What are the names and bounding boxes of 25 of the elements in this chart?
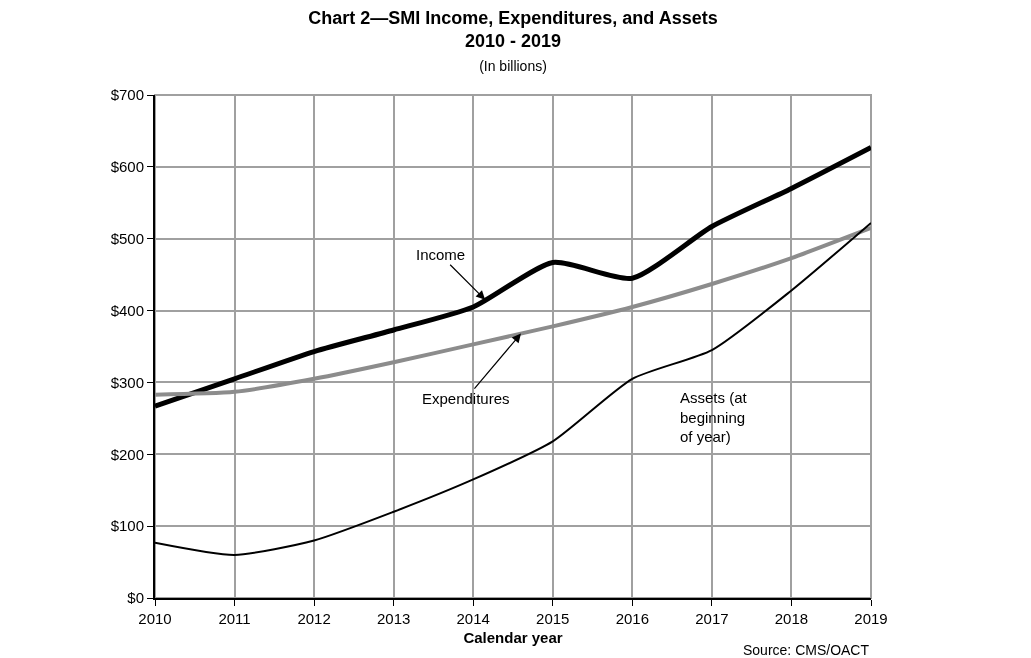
x-tick-label: 2011	[218, 610, 251, 627]
x-tick-label: 2015	[536, 610, 570, 627]
x-tick-label: 2018	[774, 610, 809, 627]
x-tick-label: 2017	[695, 610, 729, 627]
annotation: Income	[416, 246, 466, 263]
y-tick-label: $300	[110, 373, 144, 391]
x-tick-label: 2016	[615, 610, 650, 627]
y-tick-label: $0	[127, 589, 144, 607]
y-tick-label: $100	[110, 517, 144, 535]
y-tick-label: $400	[110, 301, 144, 319]
x-axis-title: Calendar year	[463, 628, 563, 646]
y-tick-label: $600	[110, 158, 144, 176]
x-tick-label: 2010	[138, 610, 172, 627]
x-tick-label: 2019	[854, 610, 888, 627]
chart-subtitle: (In billions)	[479, 57, 547, 74]
source-note: Source: CMS/OACT	[743, 642, 870, 658]
annotation: Assets (at beginning of year)	[680, 389, 748, 445]
y-tick-label: $700	[110, 86, 144, 104]
y-tick-label: $500	[110, 229, 144, 247]
x-tick-label: 2014	[456, 610, 490, 627]
annotation: Expenditures	[422, 390, 510, 407]
x-tick-label: 2012	[297, 610, 331, 627]
x-tick-label: 2013	[376, 610, 411, 627]
y-tick-label: $200	[110, 445, 144, 463]
chart-title: Chart 2—SMI Income, Expenditures, and Assets 2010 - 2019	[308, 8, 718, 52]
